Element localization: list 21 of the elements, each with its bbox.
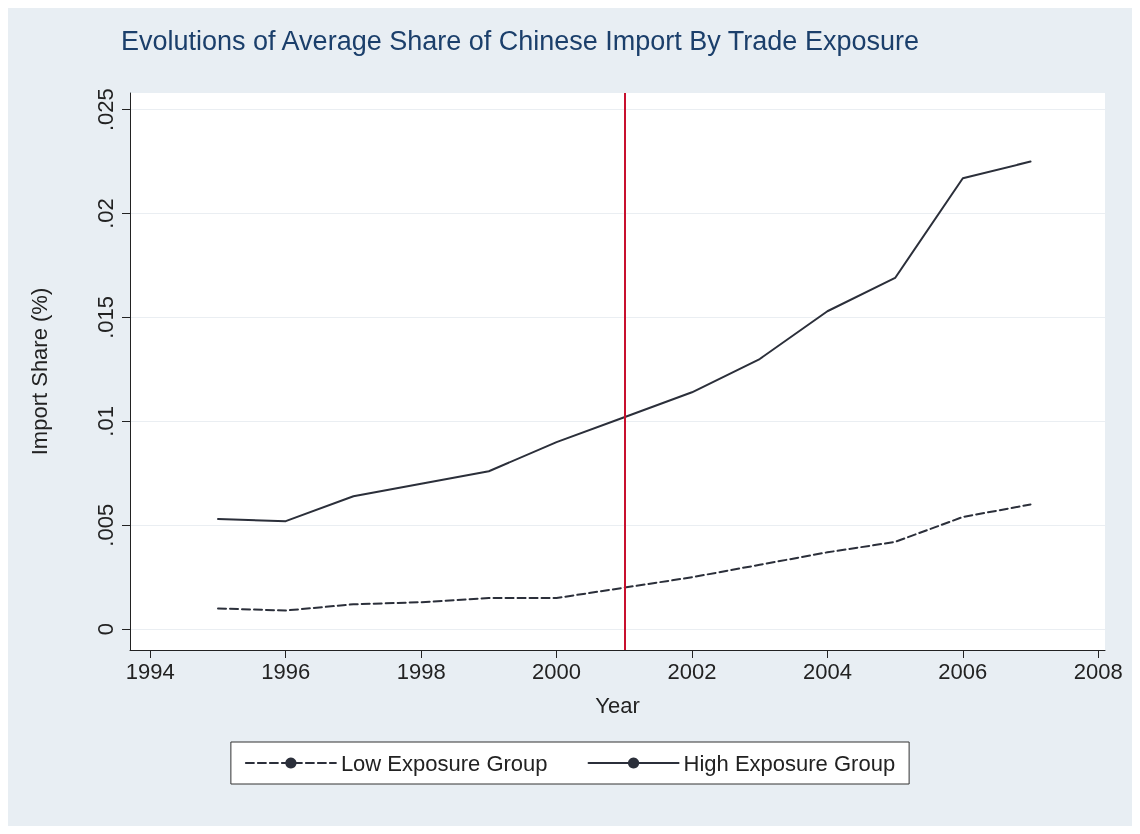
line-series <box>217 503 1032 612</box>
x-tick-label: 1998 <box>396 658 446 684</box>
y-tick-label: .01 <box>92 406 118 437</box>
x-tick-label: 2002 <box>667 658 717 684</box>
y-tick-label: .015 <box>92 296 118 339</box>
x-axis-title: Year <box>595 692 640 718</box>
y-tick-label: .02 <box>92 198 118 229</box>
chart-title: Evolutions of Average Share of Chinese Import By Trade Exposure <box>121 25 919 56</box>
line-series <box>217 160 1032 523</box>
y-tick-label: .005 <box>92 503 118 547</box>
x-tick-label: 2006 <box>938 658 988 684</box>
y-axis-title: Import Share (%) <box>26 287 52 456</box>
x-tick-label: 2000 <box>532 658 582 684</box>
x-tick-label: 1994 <box>125 658 175 684</box>
y-tick-label: .025 <box>92 88 118 132</box>
x-tick-label: 2008 <box>1073 658 1123 684</box>
legend-label: High Exposure Group <box>683 750 896 776</box>
legend-label: Low Exposure Group <box>340 750 548 776</box>
x-tick-label: 2004 <box>802 658 852 684</box>
x-tick-label: 1996 <box>261 658 311 684</box>
y-tick-label: 0 <box>92 623 118 636</box>
